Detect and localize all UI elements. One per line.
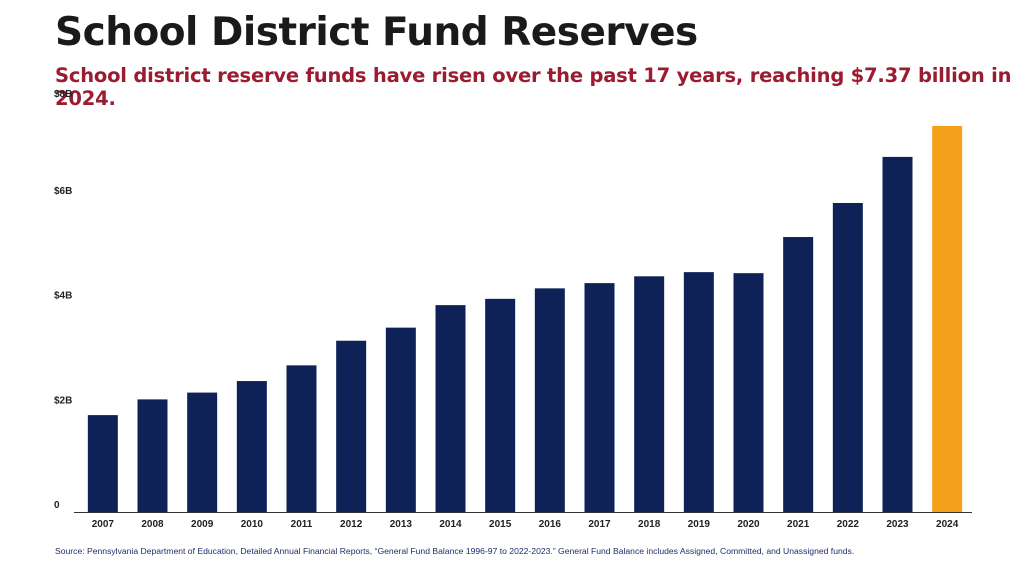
y-axis-labels: 0 $2B $4B $6B $8B [54,89,72,511]
y-tick-label: $6B [54,186,72,197]
x-tick-label: 2015 [489,519,512,530]
bar-2020 [733,273,764,512]
chart-subtitle: School district reserve funds have risen… [55,64,1012,110]
bar-2013 [385,327,416,512]
y-tick-label: 0 [54,500,60,511]
x-tick-label: 2021 [787,519,810,530]
x-tick-label: 2019 [688,519,711,530]
chart-title: School District Fund Reserves [55,10,698,55]
y-tick-label: $2B [54,395,72,406]
x-tick-label: 2014 [439,519,462,530]
x-tick-label: 2007 [92,519,115,530]
bar-2007 [87,415,118,512]
x-tick-label: 2012 [340,519,363,530]
x-tick-label: 2023 [886,519,909,530]
x-tick-label: 2008 [141,519,164,530]
x-tick-label: 2010 [241,519,264,530]
bar-2017 [584,283,615,512]
bar-2010 [236,381,267,512]
bar-2012 [336,340,367,512]
bar-2024 [932,125,963,512]
x-tick-label: 2020 [737,519,760,530]
y-tick-label: $4B [54,291,72,302]
y-tick-label: $8B [54,89,72,100]
x-tick-label: 2022 [837,519,860,530]
bar-2022 [832,202,863,513]
bar-2021 [783,237,814,512]
x-tick-label: 2017 [588,519,611,530]
bar-chart: 0$2B$4B$6B$8B 2007 2008 2009 2010 2011 2012 20… [54,89,972,530]
bar-2008 [137,399,168,512]
bar-2014 [435,305,466,512]
x-tick-label: 2018 [638,519,661,530]
x-tick-label: 2016 [539,519,562,530]
x-tick-label: 2013 [390,519,413,530]
x-axis-labels: 2007 2008 2009 2010 2011 2012 2013 2014 2015 2016… [92,519,959,530]
x-tick-label: 2009 [191,519,214,530]
bar-2016 [534,288,565,512]
x-tick-label: 2011 [291,519,313,530]
bar-2023 [882,156,913,512]
source-note: Source: Pennsylvania Department of Educa… [55,546,855,556]
bar-2011 [286,365,317,512]
x-tick-label: 2024 [936,519,959,530]
bar-2019 [683,272,714,512]
bar-2009 [187,392,218,512]
bars [87,125,963,513]
bar-2015 [485,298,516,512]
bar-2018 [634,276,665,512]
